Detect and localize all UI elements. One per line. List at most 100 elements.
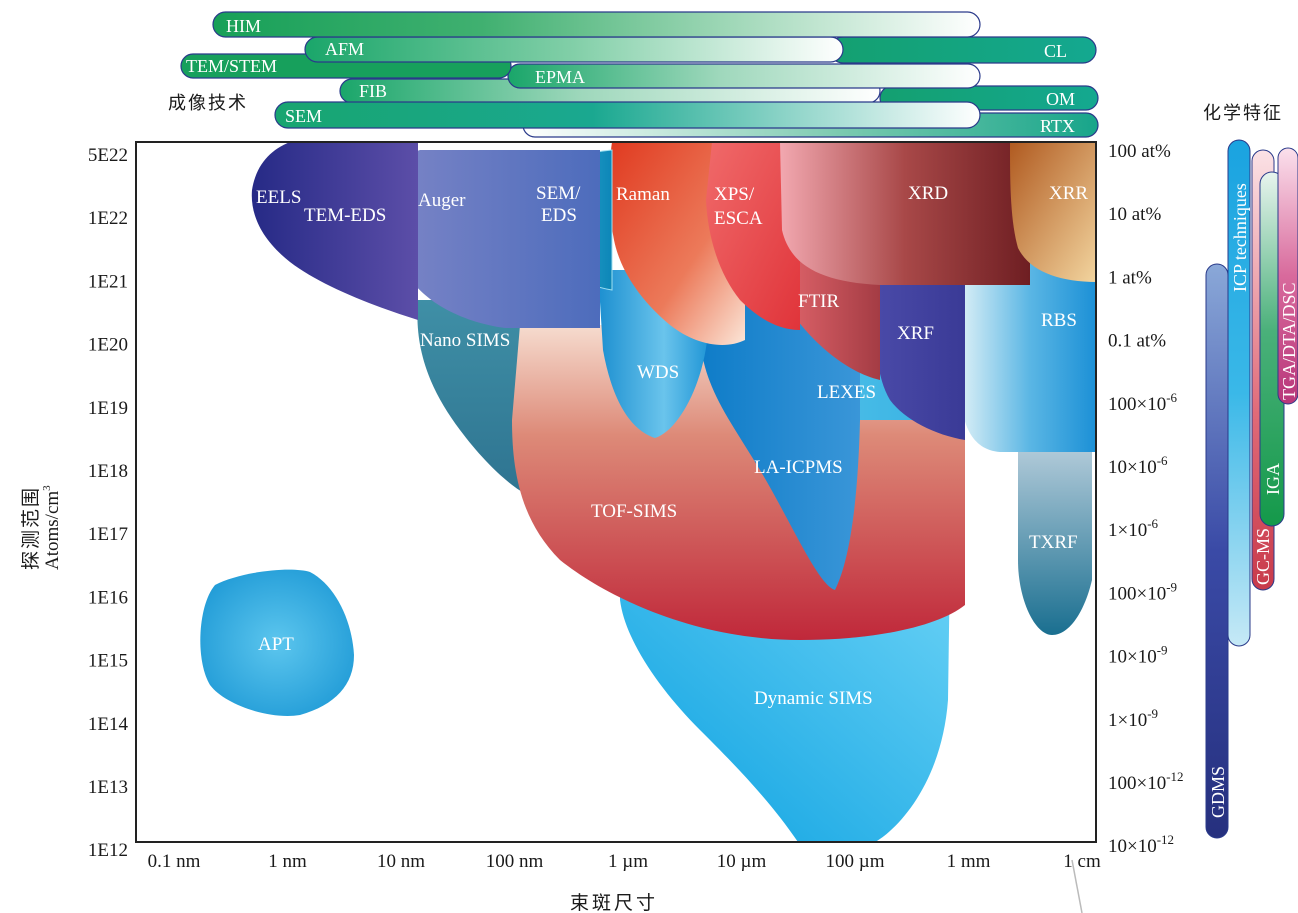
x-tick-label: 1 cm (1063, 851, 1101, 872)
bar-rtx-label: RTX (1040, 116, 1075, 136)
bar-tga (1277, 147, 1298, 405)
bar-icp (1227, 139, 1251, 647)
label-lexes: LEXES (817, 382, 876, 403)
label-txrf: TXRF (1029, 532, 1078, 553)
bar-gdms-label: GDMS (1208, 766, 1228, 818)
y-right-tick-label: 0.1 at% (1108, 331, 1166, 352)
y-tick-label: 1E13 (88, 777, 128, 798)
label-xps-1: XPS/ (714, 184, 755, 205)
y-tick-label: 1E14 (88, 714, 129, 735)
label-sem-eds-2: EDS (541, 205, 577, 226)
region-rbs (962, 260, 1096, 452)
region-xps (706, 142, 800, 330)
y-axis-unit: Atoms/cm3 (41, 485, 63, 570)
y-right-tick-label: 100×10-12 (1108, 769, 1184, 794)
y-right-tick-label: 10 at% (1108, 204, 1161, 225)
bar-iga-label: IGA (1263, 463, 1283, 495)
bar-epma-label: EPMA (535, 67, 585, 87)
region-la-icpms (700, 300, 860, 590)
bar-afm-label: AFM (325, 39, 364, 59)
bar-cl-label: CL (1044, 41, 1067, 61)
label-xrr: XRR (1049, 183, 1088, 204)
label-la-icpms: LA-ICPMS (754, 457, 843, 478)
plot-regions (200, 142, 1096, 842)
label-apt: APT (258, 634, 294, 655)
label-tof-sims: TOF-SIMS (591, 501, 677, 522)
label-wds: WDS (637, 362, 679, 383)
y-right-tick-label: 100 at% (1108, 141, 1171, 162)
y-right-tick-label: 1×10-9 (1108, 706, 1158, 731)
y-right-tick-label: 100×10-6 (1108, 390, 1178, 415)
y-right-axis-ticks: 100 at% 10 at% 1 at% 0.1 at% 100×10-6 10×10-6… (1108, 141, 1184, 857)
x-tick-label: 10 nm (377, 851, 425, 872)
bar-fib-label: FIB (359, 81, 387, 101)
y-axis-ticks: 5E22 1E22 1E21 1E20 1E19 1E18 1E17 1E16 1E15 1E14… (88, 145, 129, 861)
y-tick-label: 1E21 (88, 271, 128, 292)
region-xrr (1010, 142, 1096, 282)
region-txrf (1018, 420, 1092, 635)
label-nano-sims: Nano SIMS (420, 330, 510, 351)
region-xrf (875, 250, 965, 440)
y-tick-label: 1E22 (88, 208, 128, 229)
bar-him (212, 11, 981, 38)
chemical-bars: ICP techniques GC-MS IGA TGA/DTA/DSC GDM… (1203, 103, 1298, 839)
imaging-title: 成像技术 (168, 93, 248, 113)
x-tick-label: 1 µm (608, 851, 648, 872)
label-rbs: RBS (1041, 310, 1077, 331)
plot-frame (135, 141, 1097, 843)
bar-om-label: OM (1046, 89, 1075, 109)
label-xps-2: ESCA (714, 208, 763, 229)
x-tick-label: 10 µm (717, 851, 767, 872)
y-tick-label: 1E18 (88, 461, 128, 482)
region-eels (251, 142, 418, 320)
y-tick-label: 1E17 (88, 524, 128, 545)
y-right-tick-label: 10×10-12 (1108, 832, 1174, 857)
bar-gcms-label: GC-MS (1253, 528, 1273, 585)
x-tick-label: 1 mm (947, 851, 991, 872)
stray-line (1071, 859, 1083, 913)
region-xrd (780, 142, 1030, 285)
region-auger (394, 150, 600, 328)
label-ftir: FTIR (798, 291, 840, 312)
bar-afm (304, 36, 844, 63)
label-auger: Auger (418, 190, 466, 211)
y-tick-label: 1E12 (88, 840, 128, 861)
bar-tem-stem-label: TEM/STEM (186, 56, 277, 76)
bar-him-label: HIM (226, 16, 261, 36)
label-xrd: XRD (908, 183, 948, 204)
x-tick-label: 1 nm (268, 851, 307, 872)
bar-icp-label: ICP techniques (1230, 183, 1250, 292)
bar-epma (507, 63, 981, 89)
y-right-tick-label: 1 at% (1108, 267, 1152, 288)
region-nano-sims (417, 300, 540, 500)
label-xrf: XRF (897, 323, 934, 344)
y-tick-label: 1E16 (88, 587, 128, 608)
region-labels: EELS TEM-EDS Auger SEM/ EDS Raman XPS/ E… (256, 183, 1088, 709)
region-apt (200, 569, 354, 716)
y-tick-label: 1E19 (88, 398, 128, 419)
y-axis-unit-sup: 3 (41, 485, 53, 491)
y-right-tick-label: 1×10-6 (1108, 516, 1159, 541)
y-tick-label: 5E22 (88, 145, 128, 166)
bar-sem (274, 101, 981, 129)
y-tick-label: 1E20 (88, 335, 128, 356)
bar-sem-label: SEM (285, 106, 322, 126)
chemical-title: 化学特征 (1203, 103, 1283, 123)
label-eels: EELS (256, 187, 301, 208)
bar-tga-label: TGA/DTA/DSC (1279, 282, 1298, 400)
y-tick-label: 1E15 (88, 651, 128, 672)
y-right-tick-label: 100×10-9 (1108, 579, 1177, 604)
x-axis-title: 束斑尺寸 (570, 892, 658, 913)
label-sem-eds-1: SEM/ (536, 183, 581, 204)
y-right-tick-label: 10×10-9 (1108, 643, 1168, 668)
label-dynamic-sims: Dynamic SIMS (754, 688, 873, 709)
x-tick-label: 100 nm (486, 851, 544, 872)
y-axis-title: 探测范围 Atoms/cm3 (20, 485, 63, 570)
imaging-bars: HIM AFM CL TEM/STEM EPMA FIB OM SEM RTX … (168, 11, 1099, 138)
x-tick-label: 0.1 nm (148, 851, 201, 872)
x-axis-ticks: 0.1 nm 1 nm 10 nm 100 nm 1 µm 10 µm 100 µm 1 mm… (148, 851, 1101, 872)
y-axis-title-text: 探测范围 (20, 486, 42, 570)
y-axis-unit-base: Atoms/cm (42, 491, 63, 570)
bar-gdms (1205, 263, 1229, 839)
